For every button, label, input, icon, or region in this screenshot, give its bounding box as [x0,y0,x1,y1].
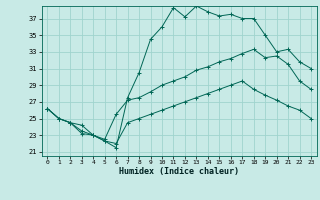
X-axis label: Humidex (Indice chaleur): Humidex (Indice chaleur) [119,167,239,176]
